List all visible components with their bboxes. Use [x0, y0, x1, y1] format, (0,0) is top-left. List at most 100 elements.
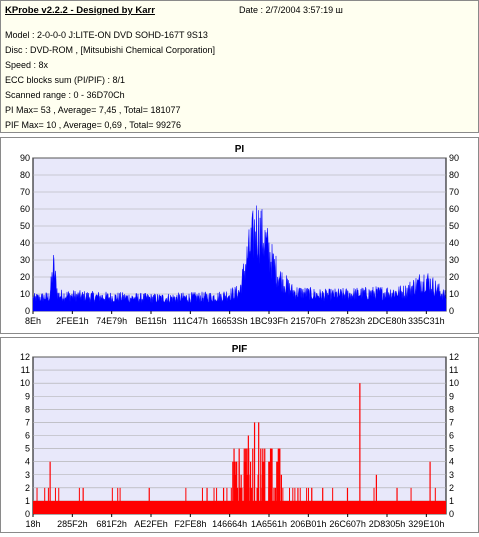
pif-spike [36, 487, 38, 514]
y-tick-label-right: 8 [449, 404, 454, 414]
pif-spike [271, 448, 273, 514]
pif-spike [263, 461, 265, 514]
y-tick-label-right: 20 [449, 272, 459, 282]
pif-spike [243, 448, 245, 514]
pi-stats-line: PI Max= 53 , Average= 7,45 , Total= 1810… [5, 105, 181, 115]
y-tick-label-right: 5 [449, 444, 454, 454]
pif-spike [82, 487, 84, 514]
pif-spike [429, 461, 431, 514]
x-tick-label: 335C31h [408, 316, 445, 326]
x-tick-label: 16653Sh [212, 316, 248, 326]
y-tick-label-right: 0 [449, 306, 454, 316]
y-tick-label-right: 60 [449, 204, 459, 214]
pif-spike [260, 448, 262, 514]
x-tick-label: 1A6561h [251, 519, 287, 529]
pif-spike [434, 487, 436, 514]
pif-spike [47, 487, 49, 514]
pif-spike [235, 461, 237, 514]
y-tick-label-right: 7 [449, 417, 454, 427]
pif-spike [236, 487, 239, 514]
y-tick-label-left: 30 [20, 255, 30, 265]
y-tick-label-left: 60 [20, 204, 30, 214]
pif-spike [201, 487, 203, 514]
x-tick-label: AE2FEh [134, 519, 168, 529]
speed-line: Speed : 8x [5, 60, 49, 70]
x-tick-label: BE115h [135, 316, 166, 326]
y-tick-label-left: 4 [25, 457, 30, 467]
y-tick-label-left: 20 [20, 272, 30, 282]
pif-spike [248, 448, 250, 514]
y-tick-label-right: 10 [449, 289, 459, 299]
pif-spike [222, 487, 225, 514]
y-tick-label-right: 4 [449, 457, 454, 467]
y-tick-label-left: 90 [20, 153, 30, 163]
pif-spike [359, 383, 361, 514]
pif-spike [257, 474, 259, 514]
pi-series [32, 205, 447, 312]
pif-spike [332, 487, 334, 514]
scan-range-line: Scanned range : 0 - 36D70Ch [5, 90, 125, 100]
app-title: KProbe v2.2.2 - Designed by Karr [5, 5, 155, 16]
x-tick-label: 2DCE80h [367, 316, 406, 326]
pif-spike [249, 487, 251, 514]
pif-spike [274, 487, 277, 514]
y-tick-label-right: 80 [449, 170, 459, 180]
y-tick-label-left: 9 [25, 391, 30, 401]
pif-spike [233, 461, 236, 514]
x-tick-label: 1BC93Fh [250, 316, 288, 326]
y-tick-label-right: 1 [449, 496, 454, 506]
pif-spike [268, 487, 271, 514]
y-tick-label-right: 10 [449, 378, 459, 388]
y-tick-label-left: 50 [20, 221, 30, 231]
pif-spike [410, 487, 412, 514]
x-tick-label: 8Eh [25, 316, 41, 326]
y-tick-label-left: 3 [25, 470, 30, 480]
pif-spike [396, 487, 398, 514]
y-tick-label-left: 1 [25, 496, 30, 506]
pif-spike [276, 461, 278, 514]
y-tick-label-left: 5 [25, 444, 30, 454]
x-tick-label: 146664h [212, 519, 247, 529]
pif-spike [292, 487, 294, 514]
scan-date: Date : 2/7/2004 3:57:19 ш [239, 5, 343, 15]
y-tick-label-left: 70 [20, 187, 30, 197]
pif-spike [247, 474, 249, 514]
pif-spike [185, 487, 187, 514]
x-tick-label: 111C47h [173, 316, 208, 326]
y-tick-label-right: 50 [449, 221, 459, 231]
pif-spike [245, 448, 247, 514]
pif-spike [294, 487, 296, 514]
plot-area [32, 157, 447, 312]
pif-spike [273, 487, 275, 514]
y-tick-label-right: 70 [449, 187, 459, 197]
pif-stats-line: PIF Max= 10 , Average= 0,69 , Total= 992… [5, 120, 182, 130]
pif-spike [306, 487, 308, 514]
y-tick-label-right: 2 [449, 483, 454, 493]
x-tick-label: 681F2h [96, 519, 127, 529]
pif-spike [375, 474, 377, 514]
y-tick-label-right: 40 [449, 238, 459, 248]
y-tick-label-left: 0 [25, 306, 30, 316]
pif-spike [240, 487, 242, 514]
x-tick-label: 285F2h [57, 519, 88, 529]
pif-spike [117, 487, 119, 514]
pif-chart-panel: PIF 0 0 1 1 2 2 3 3 4 4 5 5 6 6 7 7 8 8 9 9 10 10 11 11 12 12 18h 28… [0, 337, 479, 533]
pif-spike [236, 461, 238, 514]
ecc-line: ECC blocks sum (PI/PIF) : 8/1 [5, 75, 126, 85]
pif-spike [270, 448, 272, 514]
pif-spike [289, 487, 291, 514]
pif-spike [78, 487, 80, 514]
y-tick-label-right: 6 [449, 431, 454, 441]
pif-spike [111, 487, 113, 514]
pif-spike [226, 487, 228, 514]
x-tick-label: 74E79h [96, 316, 127, 326]
pif-spike [311, 487, 313, 514]
pif-spike [206, 487, 208, 514]
y-tick-label-left: 2 [25, 483, 30, 493]
x-tick-label: 2D8305h [369, 519, 406, 529]
pif-spike [148, 487, 150, 514]
pif-spike [262, 487, 264, 514]
x-tick-label: 278523h [330, 316, 365, 326]
pif-spike [299, 487, 301, 514]
x-tick-label: 206B01h [290, 519, 326, 529]
